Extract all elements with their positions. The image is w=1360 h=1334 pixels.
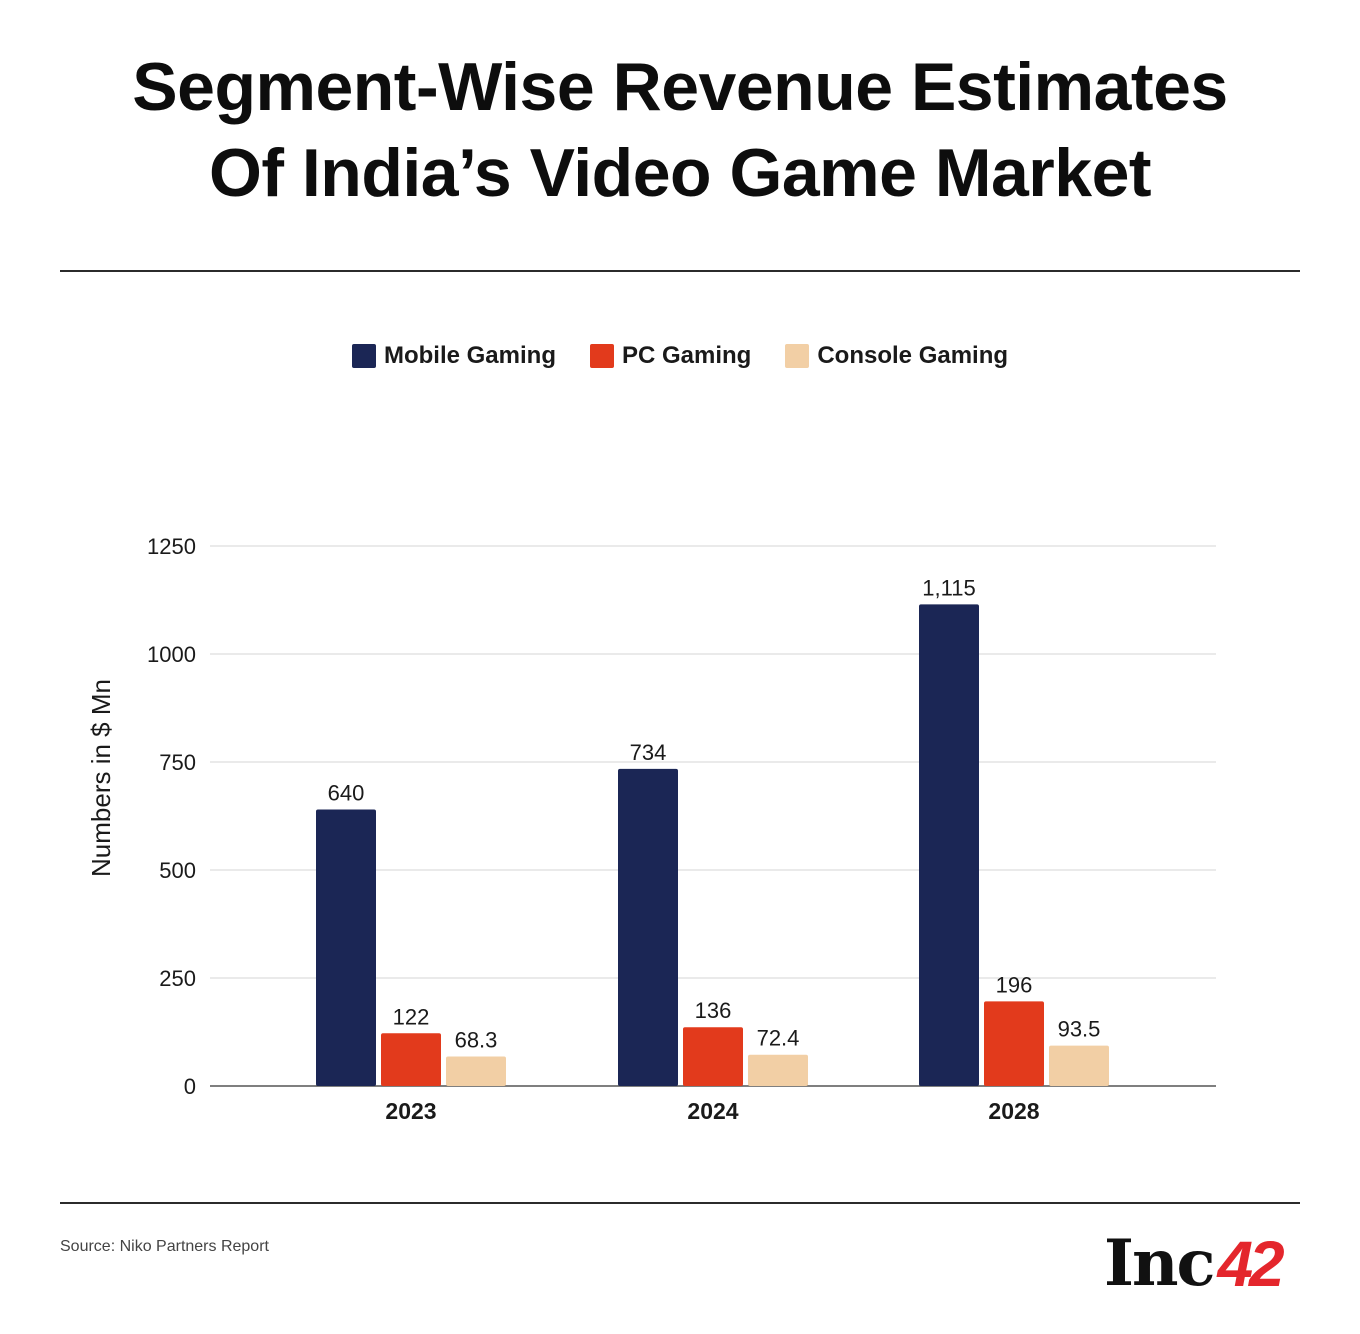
bar <box>446 1056 506 1086</box>
bar <box>316 809 376 1086</box>
bar <box>1049 1045 1109 1086</box>
bar <box>984 1001 1044 1086</box>
legend-swatch-console <box>785 344 810 368</box>
inc42-logo: Inc 42 <box>1104 1226 1285 1301</box>
data-label: 93.5 <box>1058 1017 1101 1042</box>
bar <box>683 1027 743 1086</box>
data-label: 196 <box>996 972 1033 997</box>
bar-chart: 0 250 500 750 1000 1250 Numbers in $ Mn 640 122 6… <box>86 534 1216 1124</box>
y-tick-label: 500 <box>159 858 196 883</box>
y-axis-label: Numbers in $ Mn <box>86 679 116 877</box>
x-tick-label: 2024 <box>687 1098 738 1124</box>
top-divider <box>60 270 1300 272</box>
legend: Mobile Gaming PC Gaming Console Gaming <box>0 342 1360 370</box>
chart-title: Segment-Wise Revenue Estimates Of India’… <box>0 44 1360 216</box>
title-line-1: Segment-Wise Revenue Estimates <box>132 49 1228 125</box>
bar <box>618 768 678 1086</box>
bottom-divider <box>60 1202 1300 1204</box>
legend-label-mobile: Mobile Gaming <box>383 342 556 369</box>
y-tick-label: 1000 <box>147 642 196 667</box>
data-label: 136 <box>695 998 732 1023</box>
data-label: 734 <box>630 740 667 765</box>
legend-swatch-mobile <box>351 344 376 368</box>
legend-swatch-pc <box>589 344 614 368</box>
bar <box>919 604 979 1086</box>
y-tick-label: 1250 <box>147 534 196 559</box>
data-label: 122 <box>393 1004 430 1029</box>
bar <box>748 1054 808 1086</box>
x-tick-label: 2028 <box>988 1098 1039 1124</box>
bar <box>381 1033 441 1086</box>
legend-item-pc: PC Gaming <box>589 342 752 370</box>
y-tick-label: 0 <box>184 1074 196 1099</box>
legend-item-mobile: Mobile Gaming <box>351 342 556 370</box>
legend-item-console: Console Gaming <box>785 342 1008 370</box>
title-line-2: Of India’s Video Game Market <box>208 135 1152 211</box>
data-label: 72.4 <box>757 1026 800 1051</box>
data-label: 640 <box>328 781 365 806</box>
legend-label-console: Console Gaming <box>817 342 1009 369</box>
y-tick-label: 750 <box>159 750 196 775</box>
legend-label-pc: PC Gaming <box>621 342 752 369</box>
logo-text: Inc <box>1104 1226 1215 1301</box>
logo-number: 42 <box>1217 1228 1284 1300</box>
source-note: Source: Niko Partners Report <box>60 1238 269 1255</box>
x-tick-label: 2023 <box>385 1098 436 1124</box>
y-tick-label: 250 <box>159 966 196 991</box>
data-label: 1,115 <box>922 575 975 600</box>
data-label: 68.3 <box>455 1027 498 1052</box>
